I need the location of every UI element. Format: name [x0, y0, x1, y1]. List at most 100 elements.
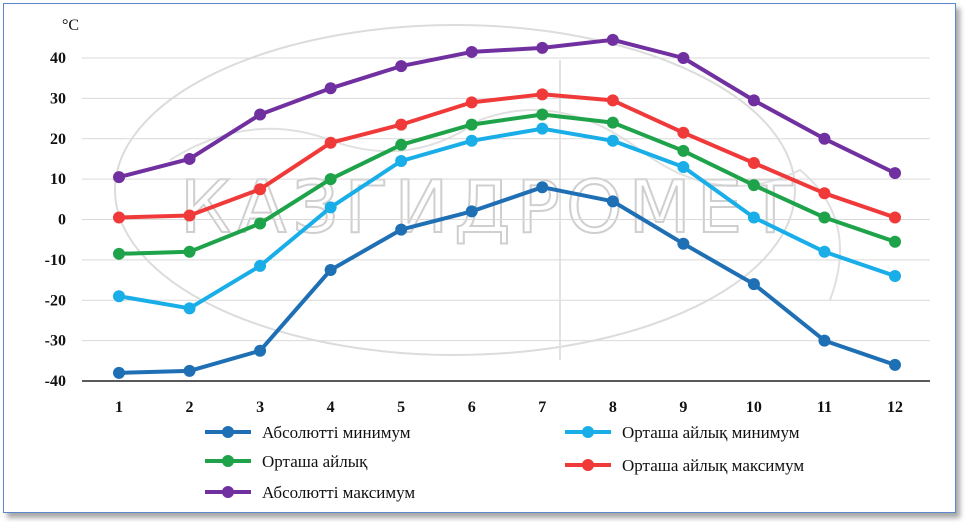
chart-frame	[3, 3, 956, 513]
legend: Абсолютті минимум Орташа айлық Абсолютті м…	[205, 423, 804, 502]
x-tick-label: 9	[679, 399, 687, 416]
data-point	[254, 259, 267, 272]
data-point	[324, 173, 337, 186]
x-tick-label: 12	[887, 399, 903, 416]
data-point	[395, 154, 408, 167]
data-point	[747, 278, 760, 291]
data-point	[183, 209, 196, 222]
legend-swatch-marker	[582, 459, 594, 471]
data-point	[465, 118, 478, 131]
data-point	[183, 364, 196, 377]
legend-label: Орташа айлық максимум	[622, 456, 804, 475]
data-point	[254, 183, 267, 196]
y-unit-label: °C	[62, 17, 79, 34]
legend-label: Орташа айлық минимум	[622, 423, 800, 442]
data-point	[536, 108, 549, 121]
series-line	[118, 37, 896, 180]
data-point	[324, 136, 337, 149]
x-tick-label: 7	[538, 399, 546, 416]
data-point	[395, 118, 408, 131]
data-point	[747, 179, 760, 192]
data-point	[183, 302, 196, 315]
series-line	[118, 112, 896, 256]
data-point	[536, 181, 549, 194]
x-tick-label: 6	[468, 399, 476, 416]
data-point	[113, 171, 125, 184]
legend-item: Абсолютті минимум	[205, 423, 411, 442]
data-point	[395, 60, 408, 73]
data-point	[465, 134, 478, 147]
series-4	[113, 88, 901, 224]
data-point	[113, 211, 125, 224]
data-point	[113, 247, 125, 260]
legend-label: Орташа айлық	[262, 452, 368, 471]
data-point	[677, 52, 690, 64]
data-point	[183, 152, 196, 165]
legend-label: Абсолютті максимум	[262, 483, 415, 502]
data-point	[113, 366, 125, 379]
y-tick-label: 20	[50, 131, 66, 148]
data-point	[747, 156, 760, 169]
data-point	[889, 211, 901, 224]
series-line	[118, 126, 896, 311]
data-point	[677, 126, 690, 139]
data-point	[324, 263, 337, 276]
data-point	[606, 195, 619, 208]
y-tick-label: 30	[50, 90, 66, 107]
data-point	[465, 45, 478, 58]
map-background: КАЗГИДРОМЕТ	[114, 24, 841, 360]
legend-item: Орташа айлық	[205, 452, 368, 471]
data-point	[465, 205, 478, 218]
data-point	[606, 116, 619, 129]
series-2	[113, 33, 901, 184]
data-point	[889, 270, 901, 283]
legend-item: Орташа айлық минимум	[565, 423, 800, 442]
data-point	[606, 33, 619, 46]
y-tick-label: -20	[45, 292, 66, 309]
legend-swatch-marker	[222, 455, 234, 467]
data-point	[747, 211, 760, 224]
legend-swatch-marker	[222, 426, 234, 438]
data-point	[324, 82, 337, 95]
data-point	[606, 94, 619, 107]
data-point	[677, 161, 690, 174]
legend-item: Орташа айлық максимум	[565, 456, 804, 475]
data-point	[747, 94, 760, 107]
series-1	[113, 108, 901, 260]
legend-swatch-marker	[582, 426, 594, 438]
y-tick-label: 10	[50, 171, 66, 188]
data-point	[606, 134, 619, 147]
data-point	[254, 217, 267, 230]
data-point	[818, 132, 831, 145]
y-tick-label: -30	[45, 333, 66, 350]
data-point	[254, 344, 267, 357]
data-point	[889, 167, 901, 180]
data-point	[889, 358, 901, 371]
data-point	[395, 223, 408, 236]
series-3	[113, 122, 901, 315]
data-point	[818, 187, 831, 200]
legend-label: Абсолютті минимум	[262, 423, 411, 442]
x-tick-label: 1	[115, 399, 123, 416]
data-point	[677, 237, 690, 250]
y-tick-label: -40	[45, 373, 66, 390]
x-tick-label: 4	[327, 399, 335, 416]
x-tick-label: 11	[817, 399, 832, 416]
x-tick-label: 2	[186, 399, 194, 416]
data-point	[536, 122, 549, 135]
legend-item: Абсолютті максимум	[205, 483, 415, 502]
data-point	[113, 290, 125, 303]
data-point	[324, 201, 337, 214]
data-point	[889, 235, 901, 248]
data-point	[818, 211, 831, 224]
data-point	[818, 245, 831, 258]
x-tick-label: 5	[397, 399, 405, 416]
series-line	[118, 92, 896, 220]
x-tick-label: 8	[609, 399, 617, 416]
y-tick-label: 40	[50, 50, 66, 67]
x-tick-label: 3	[256, 399, 264, 416]
data-point	[677, 144, 690, 157]
legend-swatch-marker	[222, 486, 234, 498]
